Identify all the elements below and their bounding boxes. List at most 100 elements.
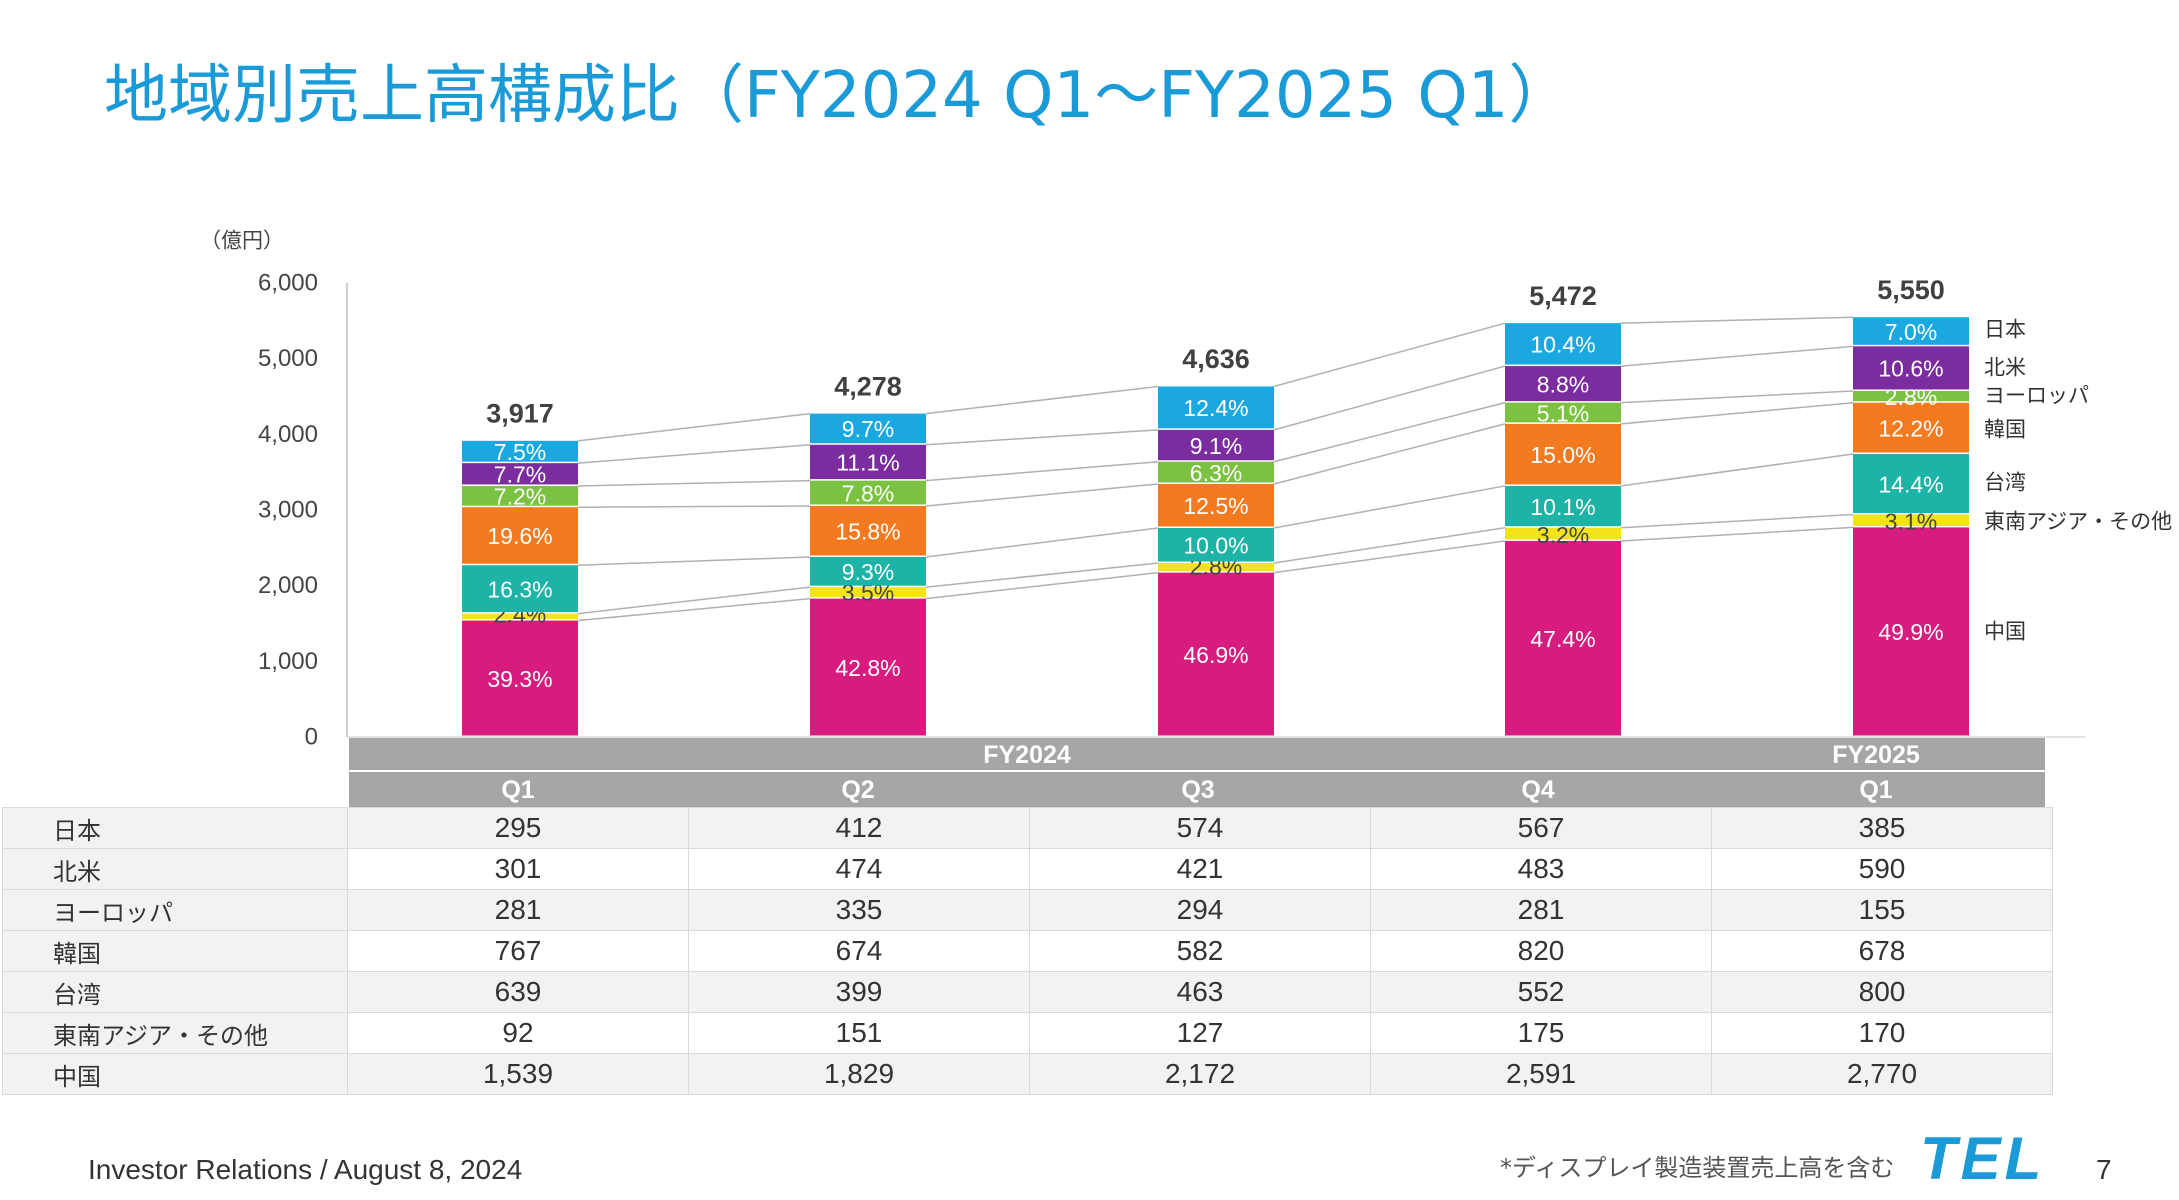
bar-segment bbox=[1158, 386, 1274, 429]
legend-label: 日本 bbox=[1984, 319, 2026, 342]
percent-label: 7.0% bbox=[1885, 319, 1937, 345]
y-axis-unit: （億円） bbox=[200, 230, 284, 253]
connector-line bbox=[1620, 453, 1854, 487]
percent-label: 8.8% bbox=[1537, 371, 1589, 397]
bar-segment bbox=[1853, 402, 1969, 453]
table-cell: 2,172 bbox=[1029, 1053, 1371, 1095]
bar-segment bbox=[1158, 572, 1274, 736]
percent-label: 10.6% bbox=[1878, 356, 1943, 382]
table-cell: 800 bbox=[1711, 971, 2053, 1013]
percent-label: 9.7% bbox=[842, 416, 894, 442]
connector-line bbox=[1273, 423, 1506, 485]
y-tick-label: 2,000 bbox=[258, 572, 318, 599]
percent-label: 6.3% bbox=[1190, 460, 1242, 486]
connector-line bbox=[1273, 322, 1506, 388]
row-label: 日本 bbox=[2, 807, 348, 849]
percent-label: 47.4% bbox=[1530, 626, 1595, 652]
table-row: 台湾 639 399 463 552 800 bbox=[2, 971, 2053, 1013]
bar-segment bbox=[1853, 346, 1969, 390]
table-cell: 151 bbox=[688, 1012, 1030, 1054]
bar-segment bbox=[1505, 402, 1621, 423]
table-cell: 155 bbox=[1711, 889, 2053, 931]
percent-label: 19.6% bbox=[487, 523, 552, 549]
connector-line bbox=[577, 505, 811, 508]
table-cell: 399 bbox=[688, 971, 1030, 1013]
connector-line bbox=[577, 556, 811, 566]
table-cell: 639 bbox=[347, 971, 689, 1013]
connector-line bbox=[925, 483, 1159, 507]
percent-label: 7.7% bbox=[494, 462, 546, 488]
table-cell: 175 bbox=[1370, 1012, 1712, 1054]
bar-segment bbox=[1853, 454, 1969, 514]
table-row: 韓国 767 674 582 820 678 bbox=[2, 930, 2053, 972]
connector-line bbox=[577, 444, 811, 464]
connector-line bbox=[1620, 316, 1854, 324]
percent-label: 5.1% bbox=[1537, 400, 1589, 426]
bar-segment bbox=[462, 613, 578, 620]
bar-segment bbox=[1853, 390, 1969, 402]
bar-segment bbox=[810, 587, 926, 598]
connector-line bbox=[1273, 401, 1506, 463]
table-cell: 385 bbox=[1711, 807, 2053, 849]
table-row: 中国 1,539 1,829 2,172 2,591 2,770 bbox=[2, 1053, 2053, 1095]
table-row: ヨーロッパ 281 335 294 281 155 bbox=[2, 889, 2053, 931]
connector-line bbox=[925, 562, 1159, 588]
table-row: 北米 301 474 421 483 590 bbox=[2, 848, 2053, 890]
percent-label: 3.2% bbox=[1537, 522, 1589, 548]
percent-label: 10.0% bbox=[1183, 533, 1248, 559]
table-cell: 1,829 bbox=[688, 1053, 1030, 1095]
percent-label: 15.0% bbox=[1530, 442, 1595, 468]
table-cell: 412 bbox=[688, 807, 1030, 849]
category-label: Q3 bbox=[1181, 776, 1214, 804]
table-cell: 92 bbox=[347, 1012, 689, 1054]
percent-label: 7.8% bbox=[842, 480, 894, 506]
tel-logo: TEL bbox=[1920, 1125, 2046, 1192]
y-tick-label: 5,000 bbox=[258, 345, 318, 372]
table-cell: 474 bbox=[688, 848, 1030, 890]
connector-line bbox=[577, 597, 811, 622]
bar-segment bbox=[462, 463, 578, 485]
table-cell: 301 bbox=[347, 848, 689, 890]
table-cell: 767 bbox=[347, 930, 689, 972]
row-label: 韓国 bbox=[2, 930, 348, 972]
bar-segment bbox=[462, 565, 578, 613]
group-label: FY2025 bbox=[1832, 741, 1920, 769]
bar-segment bbox=[810, 413, 926, 444]
legend-label: ヨーロッパ bbox=[1984, 385, 2089, 408]
percent-label: 12.5% bbox=[1183, 493, 1248, 519]
table-cell: 678 bbox=[1711, 930, 2053, 972]
bar-segment bbox=[1505, 540, 1621, 736]
bar-segment bbox=[1158, 429, 1274, 461]
connector-line bbox=[577, 412, 811, 442]
percent-label: 14.4% bbox=[1878, 471, 1943, 497]
y-tick-label: 6,000 bbox=[258, 270, 318, 297]
bar-segment bbox=[810, 480, 926, 505]
percent-label: 11.1% bbox=[836, 450, 900, 476]
group-label: FY2024 bbox=[983, 741, 1071, 769]
row-label: ヨーロッパ bbox=[2, 889, 348, 931]
table-cell: 2,591 bbox=[1370, 1053, 1712, 1095]
category-label: Q1 bbox=[501, 776, 534, 804]
total-label: 5,472 bbox=[1529, 281, 1597, 311]
legend-label: 中国 bbox=[1984, 621, 2026, 644]
table-cell: 421 bbox=[1029, 848, 1371, 890]
total-label: 4,278 bbox=[834, 371, 902, 401]
table-cell: 552 bbox=[1370, 971, 1712, 1013]
percent-label: 46.9% bbox=[1183, 642, 1248, 668]
bar-segment bbox=[810, 444, 926, 480]
table-cell: 590 bbox=[1711, 848, 2053, 890]
table-cell: 574 bbox=[1029, 807, 1371, 849]
connector-line bbox=[577, 586, 811, 615]
bar-segment bbox=[1505, 366, 1621, 402]
y-tick-label: 0 bbox=[305, 724, 318, 751]
percent-label: 15.8% bbox=[835, 518, 900, 544]
bar-segment bbox=[1158, 563, 1274, 572]
row-label: 中国 bbox=[2, 1053, 348, 1095]
bar-segment bbox=[810, 556, 926, 586]
table-cell: 820 bbox=[1370, 930, 1712, 972]
table-row: 東南アジア・その他 92 151 127 175 170 bbox=[2, 1012, 2053, 1054]
bar-segment bbox=[462, 620, 578, 736]
connector-line bbox=[1620, 513, 1854, 529]
table-cell: 582 bbox=[1029, 930, 1371, 972]
connector-line bbox=[925, 571, 1159, 600]
